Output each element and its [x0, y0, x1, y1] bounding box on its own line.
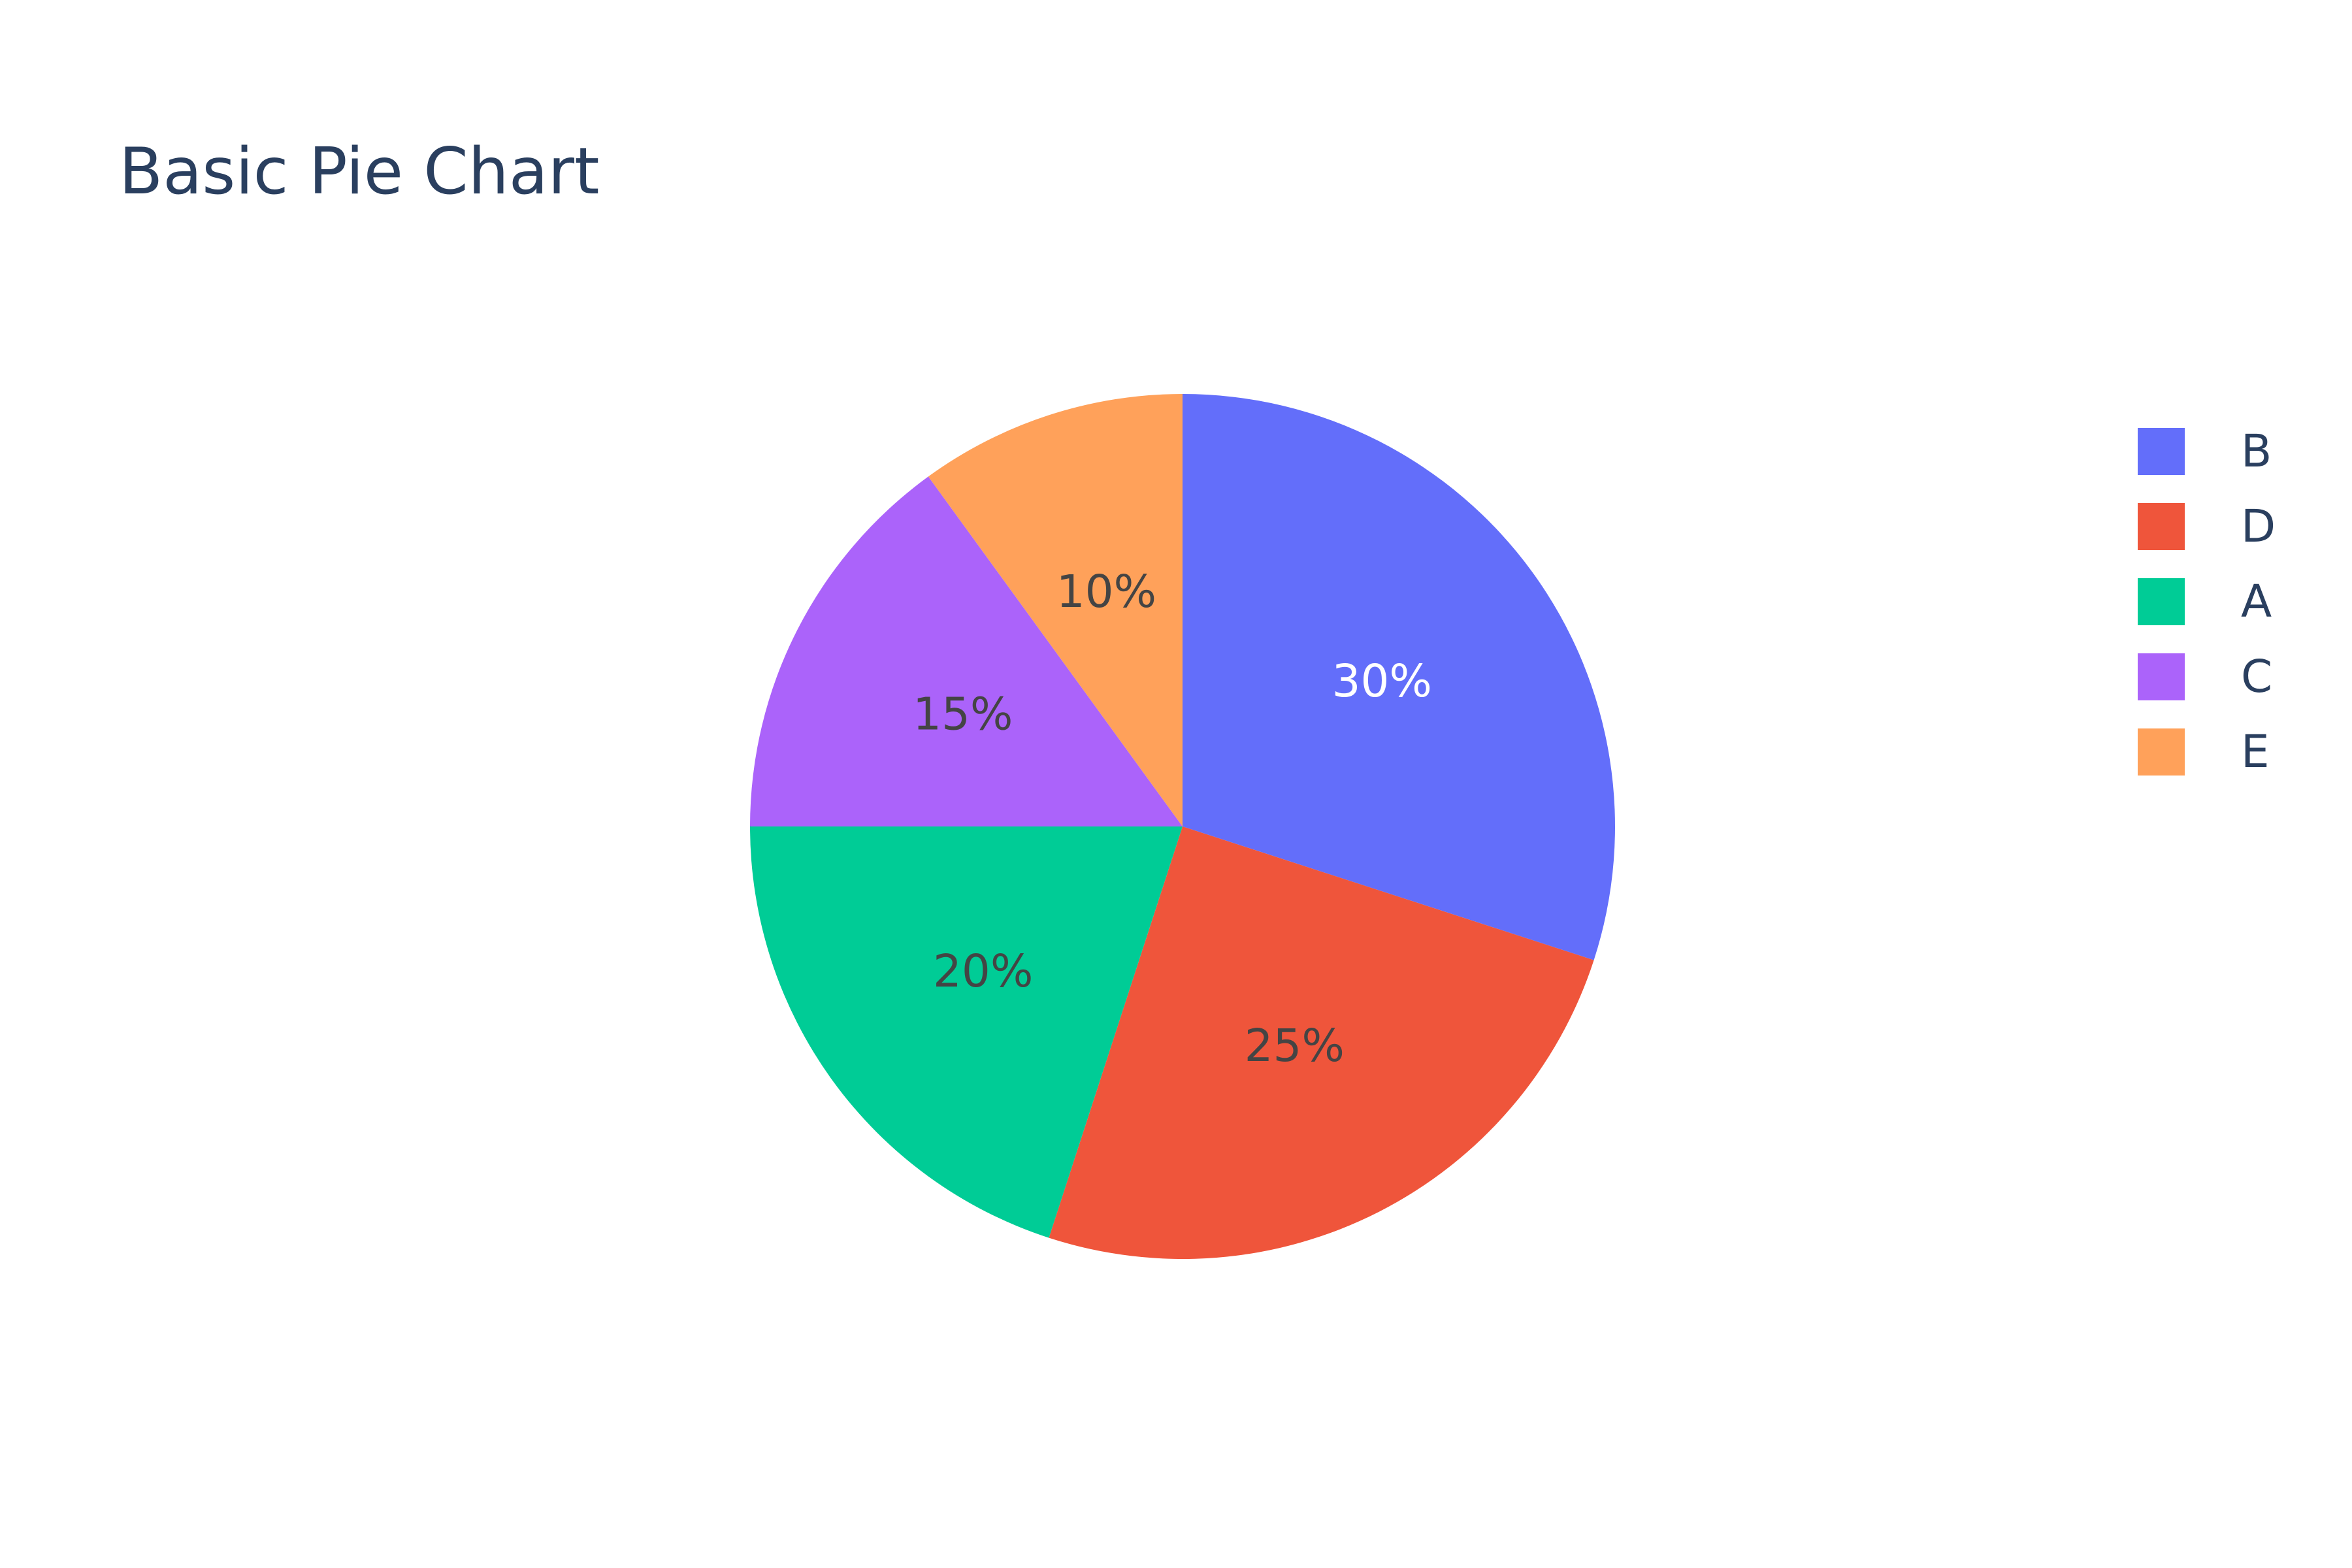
- pie-slice-label-a: 20%: [933, 945, 1033, 998]
- legend-label-d[interactable]: D: [2241, 500, 2276, 553]
- pie-slice-label-e: 10%: [1056, 566, 1156, 618]
- legend-label-b[interactable]: B: [2241, 425, 2272, 478]
- pie-slice-a[interactable]: [750, 826, 1183, 1238]
- pie-slice-d[interactable]: [1049, 826, 1594, 1259]
- pie-slice-labels: 30% 25% 20% 15% 10%: [913, 566, 1432, 1072]
- pie-slice-label-c: 15%: [913, 689, 1013, 741]
- legend-swatch-c[interactable]: [2138, 653, 2185, 700]
- legend-swatch-b[interactable]: [2138, 428, 2185, 475]
- chart-title: Basic Pie Chart: [119, 135, 600, 209]
- legend-label-a[interactable]: A: [2241, 576, 2272, 628]
- legend-swatch-d[interactable]: [2138, 503, 2185, 550]
- pie-slice-e[interactable]: [928, 394, 1183, 826]
- legend-label-c[interactable]: C: [2241, 651, 2272, 703]
- pie-slice-label-d: 25%: [1245, 1020, 1345, 1072]
- pie-slice-label-b: 30%: [1332, 655, 1432, 708]
- legend-label-e[interactable]: E: [2241, 726, 2270, 778]
- pie-slices: [750, 394, 1615, 1259]
- legend-swatch-e[interactable]: [2138, 728, 2185, 776]
- pie-slice-b[interactable]: [1183, 394, 1615, 960]
- legend-swatch-a[interactable]: [2138, 578, 2185, 625]
- pie-slice-c[interactable]: [750, 476, 1183, 826]
